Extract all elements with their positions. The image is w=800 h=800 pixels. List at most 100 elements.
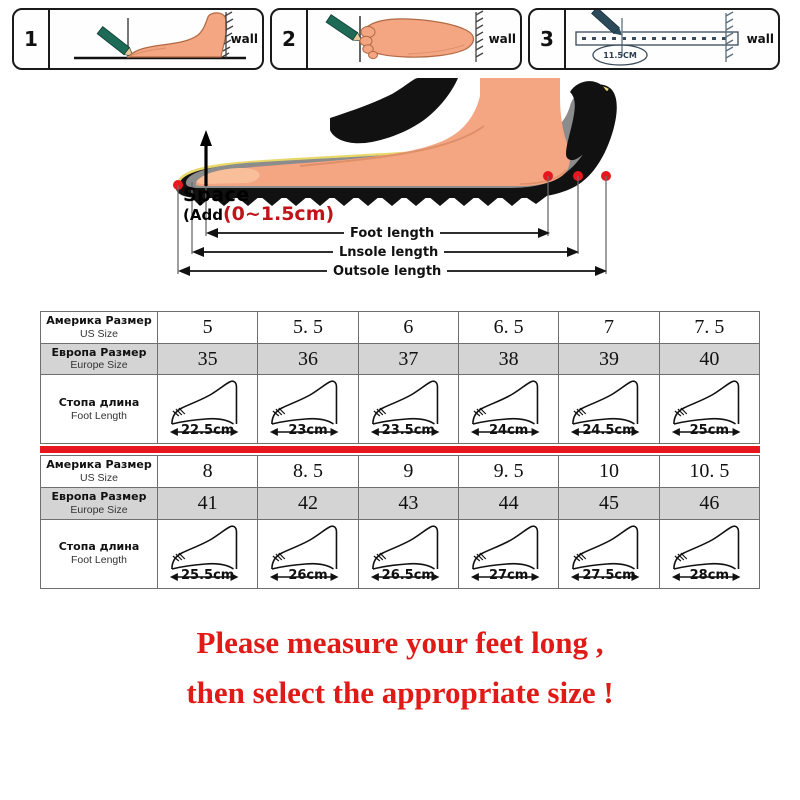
cell-europe-size: 42: [257, 487, 359, 520]
cell-foot-length: 24.5cm: [558, 374, 660, 445]
measure-instruction-note: Please measure your feet long , then sel…: [0, 618, 800, 718]
space-add-text: (Add: [183, 206, 223, 224]
step-number-3: 3: [530, 10, 566, 68]
row-label-fl-ru: Стопа длина: [58, 540, 140, 554]
cell-us-size: 5: [156, 311, 259, 344]
step-panel-3: 3 11.5C: [528, 8, 780, 70]
cell-us-size: 10: [558, 455, 660, 489]
cell-europe-size: 46: [658, 487, 761, 520]
foot-top-view-with-pencil-icon: [325, 10, 484, 62]
cell-europe-size: 39: [558, 342, 660, 376]
foot-outline-icon: [270, 525, 339, 581]
cell-foot-length: 23.5cm: [357, 374, 459, 445]
row-label-us-ru: Америка Размер: [46, 314, 152, 327]
space-annotation: Space (Add(0~1.5cm): [183, 186, 334, 224]
foot-length-label: Foot length: [344, 226, 441, 241]
foot-side-view-with-pencil-icon: [74, 11, 246, 60]
foot-shoe-cross-section-diagram: Space (Add(0~1.5cm) Foot length Lnsole l…: [0, 78, 800, 306]
cell-europe-size: 37: [357, 342, 459, 376]
cell-europe-size: 36: [257, 342, 359, 376]
table-row-us-size-2: Америка Размер US Size 8 8. 5 9 9. 5 10 …: [40, 455, 761, 489]
step-3-illustration: 11.5CM wall: [566, 10, 778, 68]
table-row-europe-size-2: Европа Размер Europe Size 41 42 43 44 45…: [40, 487, 761, 520]
cell-foot-length: 28cm: [658, 518, 761, 589]
note-line-2: then select the appropriate size !: [186, 675, 614, 711]
row-label-eu-ru: Европа Размер: [51, 345, 147, 359]
step-number-1: 1: [14, 10, 50, 68]
red-divider-bar: [40, 446, 760, 454]
row-label-fl-en: Foot Length: [70, 409, 128, 422]
space-range-text: (0~1.5cm): [222, 203, 335, 225]
cell-us-size: 9. 5: [457, 455, 560, 489]
cell-europe-size: 41: [156, 487, 259, 520]
row-label-foot-length: Стопа длина Foot Length: [40, 518, 158, 589]
table-row-europe-size-1: Европа Размер Europe Size 35 36 37 38 39…: [40, 342, 761, 376]
cell-us-size: 7. 5: [658, 311, 761, 344]
cell-europe-size: 38: [457, 342, 560, 376]
cell-foot-length: 27cm: [457, 518, 560, 589]
cell-foot-length: 25cm: [658, 374, 761, 445]
note-line-1: Please measure your feet long ,: [196, 625, 604, 660]
row-label-us-size: Америка Размер US Size: [40, 455, 158, 489]
cell-us-size: 6. 5: [457, 311, 560, 344]
table-row-foot-length-1: Стопа длина Foot Length 22.5cm: [40, 374, 761, 445]
cell-europe-size: 35: [156, 342, 259, 376]
cell-us-size: 10. 5: [658, 455, 761, 489]
table-row-us-size-1: Америка Размер US Size 5 5. 5 6 6. 5 7 7…: [40, 311, 761, 344]
wall-label-2: wall: [488, 32, 516, 46]
foot-outline-icon: [169, 525, 239, 581]
foot-outline-icon: [370, 525, 440, 581]
cell-us-size: 8: [156, 455, 259, 489]
cell-foot-length: 25.5cm: [156, 518, 259, 589]
foot-outline-icon: [470, 525, 540, 581]
size-table-1: Америка Размер US Size 5 5. 5 6 6. 5 7 7…: [40, 311, 761, 445]
row-label-eu-ru: Европа Размер: [51, 490, 147, 504]
cell-europe-size: 40: [658, 342, 761, 376]
ruler-value-text: 11.5CM: [603, 51, 637, 60]
shoe-cross-section-illustration: [173, 78, 617, 276]
foot-outline-icon: [671, 525, 741, 581]
row-label-us-en: US Size: [80, 472, 118, 485]
cell-us-size: 6: [357, 311, 459, 344]
table-row-foot-length-2: Стопа длина Foot Length 25.5cm: [40, 518, 761, 589]
row-label-us-ru: Америка Размер: [46, 458, 152, 472]
cell-foot-length: 22.5cm: [156, 374, 259, 445]
foot-outline-icon: [671, 380, 741, 437]
foot-outline-icon: [470, 380, 540, 437]
foot-outline-icon: [571, 380, 640, 437]
cell-foot-length: 26cm: [257, 518, 359, 589]
row-label-eu-en: Europe Size: [70, 359, 128, 372]
cell-foot-length: 23cm: [257, 374, 359, 445]
cell-us-size: 5. 5: [257, 311, 359, 344]
cell-foot-length: 27.5cm: [558, 518, 660, 589]
step-2-illustration: wall: [308, 10, 520, 68]
cell-europe-size: 43: [357, 487, 459, 520]
row-label-fl-ru: Стопа длина: [58, 396, 140, 410]
cell-europe-size: 44: [457, 487, 560, 520]
cell-foot-length: 24cm: [457, 374, 560, 445]
size-table-2: Америка Размер US Size 8 8. 5 9 9. 5 10 …: [40, 455, 761, 589]
step-panel-1: 1: [12, 8, 264, 70]
measure-steps-strip: 1: [0, 0, 800, 78]
step-panel-2: 2: [270, 8, 522, 70]
row-label-us-en: US Size: [80, 327, 118, 340]
row-label-eu-en: Europe Size: [70, 503, 128, 516]
cell-europe-size: 45: [558, 487, 660, 520]
ruler-measure-icon: 11.5CM: [575, 10, 739, 66]
foot-outline-icon: [571, 525, 640, 581]
row-label-europe-size: Европа Размер Europe Size: [40, 487, 158, 520]
foot-outline-icon: [270, 380, 339, 437]
wall-label-3: wall: [746, 32, 774, 46]
space-arrow: [200, 130, 212, 186]
wall-label-1: wall: [230, 32, 258, 46]
cell-us-size: 9: [357, 455, 459, 489]
cell-foot-length: 26.5cm: [357, 518, 459, 589]
foot-outline-icon: [169, 380, 239, 437]
row-label-us-size: Америка Размер US Size: [40, 311, 158, 344]
cell-us-size: 7: [558, 311, 660, 344]
row-label-fl-en: Foot Length: [70, 554, 128, 567]
step-1-illustration: wall: [50, 10, 262, 68]
size-chart-tables: Америка Размер US Size 5 5. 5 6 6. 5 7 7…: [40, 311, 761, 589]
space-label-text: Space: [183, 184, 250, 206]
foot-outline-icon: [370, 380, 440, 437]
